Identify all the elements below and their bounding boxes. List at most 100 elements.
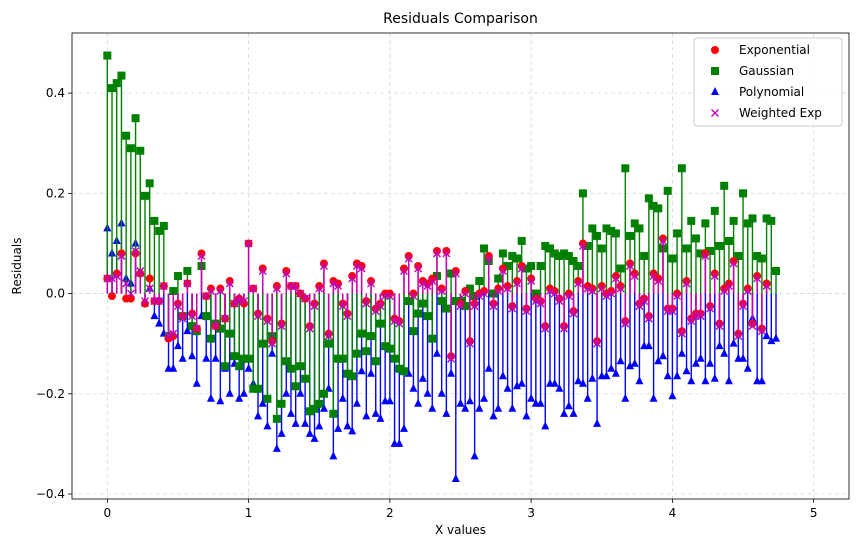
point-weighted-exp <box>593 339 602 348</box>
point-polynomial <box>658 351 667 360</box>
point-gaussian <box>597 244 606 253</box>
point-polynomial <box>244 363 253 372</box>
point-gaussian <box>654 204 663 213</box>
legend-marker-exponential <box>711 46 719 54</box>
point-exponential <box>729 256 738 265</box>
point-weighted-exp <box>343 312 352 321</box>
point-gaussian <box>706 246 715 255</box>
point-weighted-exp <box>621 319 630 328</box>
x-tick-label: 2 <box>386 506 394 520</box>
point-gaussian <box>729 216 738 225</box>
point-exponential <box>654 274 663 283</box>
point-polynomial <box>211 353 220 362</box>
x-tick-label: 3 <box>527 506 535 520</box>
point-weighted-exp <box>644 314 653 323</box>
point-weighted-exp <box>470 302 479 311</box>
point-weighted-exp <box>555 297 564 306</box>
point-gaussian <box>475 277 484 286</box>
point-gaussian <box>362 347 371 356</box>
point-polynomial <box>494 403 503 412</box>
point-weighted-exp <box>414 264 423 273</box>
point-weighted-exp <box>126 289 135 298</box>
point-exponential <box>710 269 719 278</box>
point-exponential <box>108 292 117 301</box>
point-weighted-exp <box>489 302 498 311</box>
point-gaussian <box>155 226 164 235</box>
point-polynomial <box>465 396 474 405</box>
point-gaussian <box>560 249 569 258</box>
point-polynomial <box>282 388 291 397</box>
point-weighted-exp <box>206 287 215 296</box>
point-polynomial <box>611 368 620 377</box>
point-weighted-exp <box>522 307 531 316</box>
point-weighted-exp <box>178 314 187 323</box>
point-weighted-exp <box>583 284 592 293</box>
point-gaussian <box>743 219 752 228</box>
point-gaussian <box>376 319 385 328</box>
point-gaussian <box>319 389 328 398</box>
point-gaussian <box>348 372 357 381</box>
point-weighted-exp <box>456 302 465 311</box>
point-exponential <box>494 284 503 293</box>
point-gaussian <box>724 236 733 245</box>
point-weighted-exp <box>729 259 738 268</box>
point-polynomial <box>630 358 639 367</box>
point-weighted-exp <box>357 264 366 273</box>
point-exponential <box>762 279 771 288</box>
point-gaussian <box>173 272 182 281</box>
point-exponential <box>197 249 206 258</box>
point-gaussian <box>668 254 677 263</box>
axes-frame <box>71 32 850 500</box>
point-gaussian <box>607 226 616 235</box>
point-polynomial <box>489 411 498 420</box>
point-weighted-exp <box>338 302 347 311</box>
point-exponential <box>658 234 667 243</box>
point-polynomial <box>550 378 559 387</box>
point-exponential <box>404 251 413 260</box>
point-weighted-exp <box>640 297 649 306</box>
point-gaussian <box>301 374 310 383</box>
point-weighted-exp <box>197 251 206 260</box>
point-polynomial <box>484 363 493 372</box>
point-gaussian <box>522 264 531 273</box>
point-polynomial <box>169 363 178 372</box>
point-weighted-exp <box>324 332 333 341</box>
point-polynomial <box>428 403 437 412</box>
point-polynomial <box>767 336 776 345</box>
point-weighted-exp <box>757 327 766 336</box>
point-gaussian <box>150 216 159 225</box>
point-gaussian <box>545 244 554 253</box>
point-weighted-exp <box>578 241 587 250</box>
point-weighted-exp <box>442 249 451 258</box>
point-gaussian <box>230 352 239 361</box>
point-gaussian <box>442 304 451 313</box>
point-exponential <box>414 262 423 270</box>
point-polynomial <box>399 423 408 432</box>
point-polynomial <box>334 423 343 432</box>
point-weighted-exp <box>465 339 474 348</box>
point-gaussian <box>126 144 135 153</box>
point-weighted-exp <box>310 302 319 311</box>
point-gaussian <box>305 407 314 416</box>
point-gaussian <box>451 297 460 306</box>
point-gaussian <box>602 224 611 233</box>
point-gaussian <box>588 224 597 233</box>
point-weighted-exp <box>762 282 771 291</box>
point-polynomial <box>324 383 333 392</box>
point-gaussian <box>677 164 686 173</box>
point-gaussian <box>249 384 258 393</box>
point-polynomial <box>268 348 277 357</box>
y-tick-label: −0.2 <box>36 387 65 401</box>
y-axis-ticks: −0.4 −0.2 0.0 0.2 0.4 <box>36 86 72 501</box>
point-weighted-exp <box>630 272 639 281</box>
point-polynomial <box>541 421 550 430</box>
point-weighted-exp <box>607 289 616 298</box>
point-exponential <box>597 282 606 291</box>
x-tick-label: 5 <box>810 506 818 520</box>
point-exponential <box>513 277 522 286</box>
point-gaussian <box>687 216 696 225</box>
point-weighted-exp <box>550 289 559 298</box>
point-gaussian <box>258 339 267 348</box>
point-gaussian <box>578 189 587 198</box>
